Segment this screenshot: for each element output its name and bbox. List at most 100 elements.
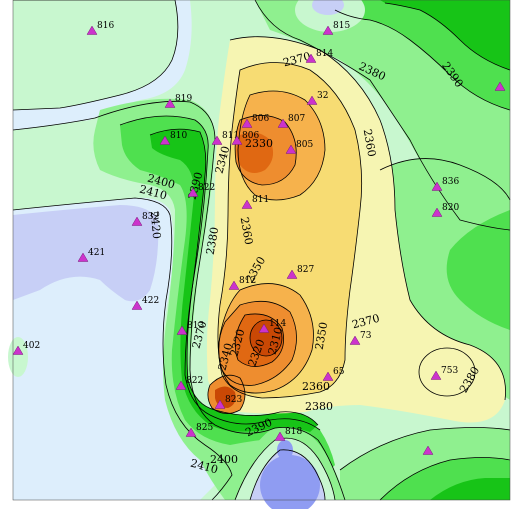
well-marker[interactable]: 807 (277, 114, 305, 128)
well-triangle-icon (86, 25, 98, 35)
contour-label-text: 2420 (148, 210, 163, 239)
fill-band-northeast-dark (380, 0, 510, 70)
well-marker[interactable]: 823 (214, 395, 242, 409)
well-marker[interactable]: 814 (305, 49, 333, 63)
well-triangle-icon (322, 371, 334, 381)
well-marker[interactable]: 805 (285, 140, 313, 154)
contour-line (418, 347, 476, 397)
well-label: 820 (442, 203, 459, 213)
contour-label-text: 2350 (313, 321, 331, 351)
well-label: 816 (97, 21, 114, 31)
well-marker[interactable]: 73 (349, 331, 372, 345)
well-marker[interactable]: 811 (241, 195, 269, 209)
well-label: 815 (333, 21, 350, 31)
contour-line (234, 313, 285, 367)
well-triangle-icon (12, 345, 24, 355)
well-triangle-icon (185, 427, 197, 437)
well-marker[interactable]: 421 (77, 248, 105, 262)
well-triangle-icon (306, 95, 318, 105)
well-triangle-icon (241, 118, 253, 128)
well-label: 65 (333, 367, 345, 377)
well-marker[interactable]: 422 (131, 296, 159, 310)
fill-pocket-south-deep (260, 455, 320, 514)
well-label: 832 (142, 212, 159, 222)
well-marker[interactable]: 816 (86, 21, 114, 35)
well-marker[interactable]: 813 (176, 321, 204, 335)
well-marker[interactable] (422, 445, 434, 455)
well-label: 827 (297, 265, 314, 275)
contour-lines (12, 0, 511, 501)
well-triangle-icon (274, 431, 286, 441)
contour-line (12, 100, 346, 501)
well-triangle-icon (241, 199, 253, 209)
well-marker[interactable]: 753 (430, 366, 458, 380)
well-label: 805 (296, 140, 313, 150)
well-marker[interactable]: 822 (175, 376, 203, 390)
well-label: 811 (252, 195, 269, 205)
contour-label-text: 2380 (305, 400, 333, 413)
well-triangle-icon (285, 144, 297, 154)
contour-label: 2360 (361, 128, 379, 158)
well-marker[interactable]: 827 (286, 265, 314, 279)
well-marker[interactable]: 806 (231, 131, 259, 145)
well-label: 806 (242, 131, 259, 141)
well-marker[interactable]: 836 (431, 177, 459, 191)
contour-line (249, 449, 326, 501)
well-label: 813 (187, 321, 204, 331)
well-triangle-icon (349, 335, 361, 345)
well-label: 807 (288, 114, 305, 124)
well-marker[interactable] (494, 81, 506, 91)
well-marker[interactable]: 32 (306, 91, 328, 105)
well-marker[interactable]: 810 (159, 131, 187, 145)
fill-low-114 (250, 320, 282, 356)
well-marker[interactable]: 402 (12, 341, 40, 355)
contour-line (207, 374, 246, 414)
well-triangle-icon (228, 280, 240, 290)
well-label: 819 (175, 94, 192, 104)
well-marker[interactable]: 825 (185, 423, 213, 437)
well-marker[interactable]: 65 (322, 367, 345, 381)
well-triangle-icon (322, 25, 334, 35)
well-label: 812 (239, 276, 256, 286)
well-triangle-icon (77, 252, 89, 262)
contour-line (384, 2, 511, 71)
well-label: 811 (222, 131, 239, 141)
fill-band-east-mid (446, 210, 510, 330)
well-label: 32 (317, 91, 328, 101)
well-triangle-icon (305, 53, 317, 63)
well-marker[interactable]: 114 (258, 319, 286, 333)
well-label: 402 (23, 341, 40, 351)
contour-line (339, 427, 511, 471)
fill-region-lower-west (13, 205, 159, 302)
fill-closed-753 (419, 348, 475, 396)
well-triangle-icon (431, 181, 443, 191)
well-marker[interactable]: 832 (131, 212, 159, 226)
contour-line (119, 115, 321, 431)
well-marker[interactable]: 818 (274, 427, 302, 441)
fill-pocket-815 (295, 0, 365, 32)
contour-label-text: 2360 (361, 128, 379, 158)
well-marker[interactable]: 811 (211, 131, 239, 145)
well-marker[interactable]: 819 (164, 94, 192, 108)
well-label: 823 (225, 395, 242, 405)
well-triangle-icon (422, 445, 434, 455)
contour-line (379, 457, 511, 501)
well-marker[interactable]: 806 (241, 114, 269, 128)
well-triangle-icon (159, 135, 171, 145)
well-label: 822 (186, 376, 203, 386)
well-label: 114 (269, 319, 286, 329)
fill-band-orange-dark-north (236, 132, 274, 174)
well-label: 753 (441, 366, 458, 376)
well-marker[interactable]: 820 (431, 203, 459, 217)
well-marker[interactable]: 812 (228, 276, 256, 290)
contour-label: 2420 (148, 210, 163, 239)
well-marker[interactable]: 822 (187, 183, 215, 197)
well-marker[interactable]: 815 (322, 21, 350, 35)
contour-label-text: 2380 (204, 226, 222, 256)
well-triangle-icon (430, 370, 442, 380)
well-label: 73 (360, 331, 372, 341)
well-triangle-icon (277, 118, 289, 128)
well-label: 822 (198, 183, 215, 193)
